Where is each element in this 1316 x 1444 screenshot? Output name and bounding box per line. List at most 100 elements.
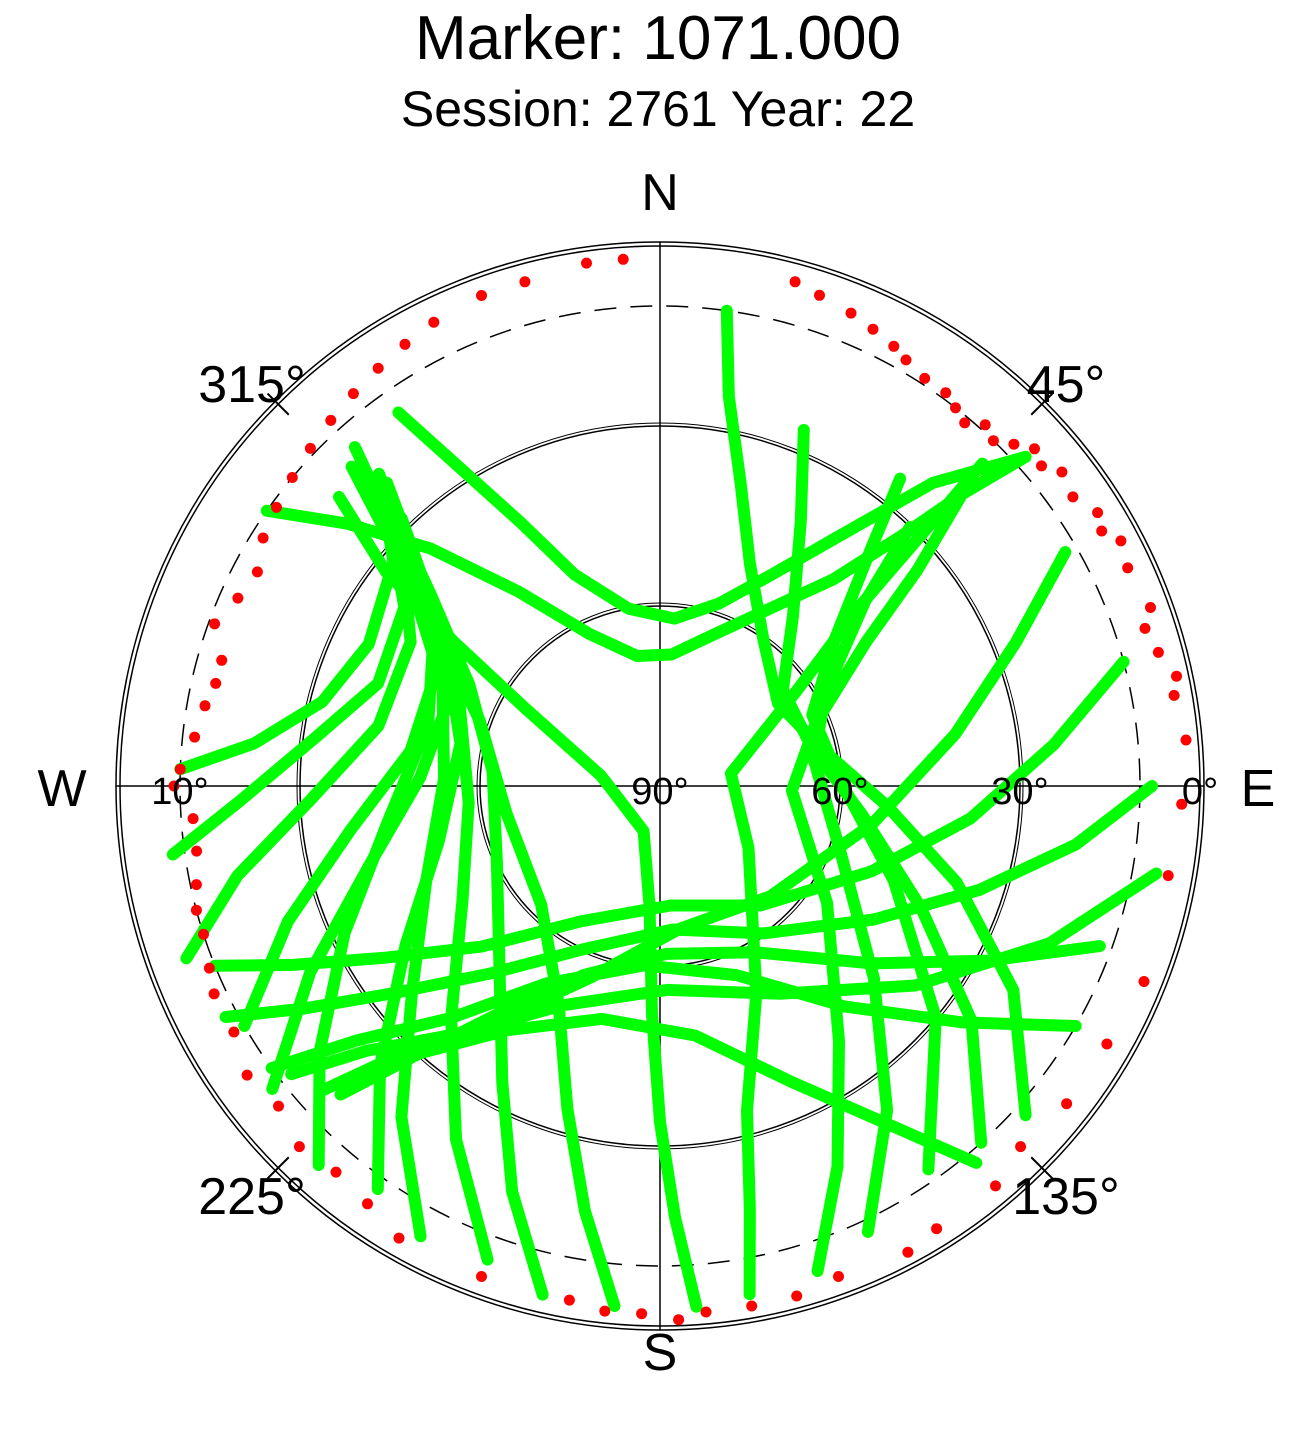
azimuth-label-315: 315° bbox=[198, 356, 306, 414]
low-elevation-point-27 bbox=[1180, 734, 1192, 746]
azimuth-label-225: 225° bbox=[198, 1168, 306, 1226]
low-elevation-point-17 bbox=[1067, 491, 1079, 503]
low-elevation-point-60 bbox=[168, 780, 180, 792]
low-elevation-point-74 bbox=[347, 388, 359, 400]
low-elevation-point-57 bbox=[190, 879, 202, 891]
azimuth-label-45: 45° bbox=[1027, 356, 1106, 414]
elevation-label-30: 30° bbox=[991, 771, 1048, 813]
low-elevation-point-66 bbox=[209, 618, 221, 630]
low-elevation-point-44 bbox=[563, 1294, 575, 1306]
low-elevation-point-2 bbox=[814, 289, 825, 301]
low-elevation-point-55 bbox=[198, 928, 209, 940]
low-elevation-point-78 bbox=[476, 290, 487, 301]
track-18 bbox=[180, 529, 417, 965]
low-elevation-point-5 bbox=[888, 340, 900, 352]
low-elevation-point-40 bbox=[700, 1306, 712, 1318]
low-elevation-point-58 bbox=[191, 845, 203, 857]
low-elevation-point-53 bbox=[208, 988, 220, 1000]
low-elevation-point-65 bbox=[216, 654, 228, 666]
track-7 bbox=[785, 488, 969, 1277]
elevation-label-90: 90° bbox=[631, 771, 688, 813]
low-elevation-point-61 bbox=[174, 763, 186, 775]
low-elevation-point-6 bbox=[900, 354, 912, 366]
low-elevation-point-24 bbox=[1152, 646, 1164, 658]
low-elevation-point-54 bbox=[203, 962, 215, 974]
title-block: Marker: 1071.000 Session: 2761 Year: 22 bbox=[0, 0, 1316, 137]
low-elevation-point-41 bbox=[673, 1314, 685, 1326]
low-elevation-point-75 bbox=[372, 362, 384, 374]
low-elevation-point-80 bbox=[581, 257, 592, 269]
elevation-label-0: 0° bbox=[1182, 771, 1218, 813]
low-elevation-point-68 bbox=[251, 566, 263, 578]
azimuth-tick-45 bbox=[1030, 392, 1054, 416]
low-elevation-point-49 bbox=[293, 1141, 305, 1153]
chart-subtitle: Session: 2761 Year: 22 bbox=[400, 81, 916, 137]
compass-east: E bbox=[1241, 760, 1276, 818]
low-elevation-point-38 bbox=[791, 1290, 803, 1302]
track-13 bbox=[374, 500, 451, 1243]
low-elevation-point-46 bbox=[393, 1232, 405, 1244]
low-elevation-point-33 bbox=[1015, 1141, 1027, 1153]
track-16 bbox=[266, 512, 455, 1095]
low-elevation-point-81 bbox=[617, 253, 629, 265]
compass-west: W bbox=[37, 760, 86, 818]
low-elevation-point-32 bbox=[1061, 1098, 1073, 1110]
chart-title: Marker: 1071.000 bbox=[415, 4, 901, 73]
track-3 bbox=[720, 304, 1032, 1122]
low-elevation-point-47 bbox=[362, 1198, 373, 1210]
low-elevation-point-25 bbox=[1171, 670, 1182, 682]
low-elevation-point-18 bbox=[1092, 507, 1104, 519]
track-22 bbox=[209, 655, 1130, 972]
low-elevation-point-43 bbox=[599, 1305, 611, 1317]
low-elevation-point-31 bbox=[1101, 1038, 1113, 1050]
low-elevation-point-52 bbox=[228, 1026, 240, 1038]
track-27 bbox=[334, 940, 1106, 1101]
low-elevation-point-48 bbox=[330, 1166, 342, 1178]
low-elevation-point-15 bbox=[1036, 460, 1047, 472]
low-elevation-point-21 bbox=[1122, 562, 1134, 574]
track-11 bbox=[383, 499, 549, 1301]
low-elevation-point-42 bbox=[636, 1308, 648, 1320]
low-elevation-point-79 bbox=[519, 276, 531, 288]
low-elevation-point-73 bbox=[325, 414, 337, 426]
low-elevation-point-8 bbox=[940, 387, 952, 399]
elevation-label-60: 60° bbox=[811, 771, 868, 813]
low-elevation-point-34 bbox=[990, 1180, 1001, 1192]
compass-north: N bbox=[641, 164, 679, 222]
low-elevation-point-9 bbox=[950, 402, 961, 414]
low-elevation-point-69 bbox=[257, 532, 269, 544]
low-elevation-point-59 bbox=[187, 813, 199, 825]
track-10 bbox=[345, 460, 621, 1312]
low-elevation-point-77 bbox=[428, 316, 440, 328]
low-elevation-point-14 bbox=[1029, 443, 1040, 455]
low-elevation-point-26 bbox=[1168, 689, 1180, 701]
low-elevation-point-71 bbox=[286, 472, 298, 483]
low-elevation-point-76 bbox=[399, 338, 411, 350]
track-8 bbox=[724, 457, 989, 1301]
track-17 bbox=[238, 476, 444, 1032]
low-elevation-point-64 bbox=[210, 677, 222, 689]
low-elevation-point-36 bbox=[902, 1246, 914, 1258]
axis-labels: N S W E 45° 135° 225° 315° 90° 60° 30° 10° 0° bbox=[37, 164, 1275, 1382]
low-elevation-point-50 bbox=[273, 1100, 284, 1112]
low-elevation-point-30 bbox=[1138, 976, 1150, 987]
azimuth-tick-135 bbox=[1030, 1156, 1054, 1180]
low-elevation-point-22 bbox=[1145, 602, 1156, 613]
azimuth-tick-225 bbox=[266, 1156, 290, 1180]
low-elevation-point-29 bbox=[1162, 870, 1174, 882]
low-elevation-point-51 bbox=[241, 1069, 253, 1081]
low-elevation-point-37 bbox=[833, 1271, 844, 1282]
track-5 bbox=[806, 472, 942, 1176]
low-elevation-point-19 bbox=[1096, 525, 1108, 537]
low-elevation-point-20 bbox=[1115, 535, 1127, 547]
low-elevation-point-11 bbox=[979, 419, 991, 431]
low-elevation-point-56 bbox=[190, 904, 202, 916]
low-elevation-points bbox=[168, 253, 1192, 1326]
low-elevation-point-35 bbox=[931, 1223, 943, 1235]
satellite-tracks bbox=[166, 304, 1163, 1313]
low-elevation-point-62 bbox=[189, 731, 201, 743]
low-elevation-point-12 bbox=[987, 435, 999, 447]
compass-south: S bbox=[643, 1324, 678, 1382]
low-elevation-point-70 bbox=[271, 501, 282, 513]
low-elevation-point-16 bbox=[1056, 466, 1068, 478]
